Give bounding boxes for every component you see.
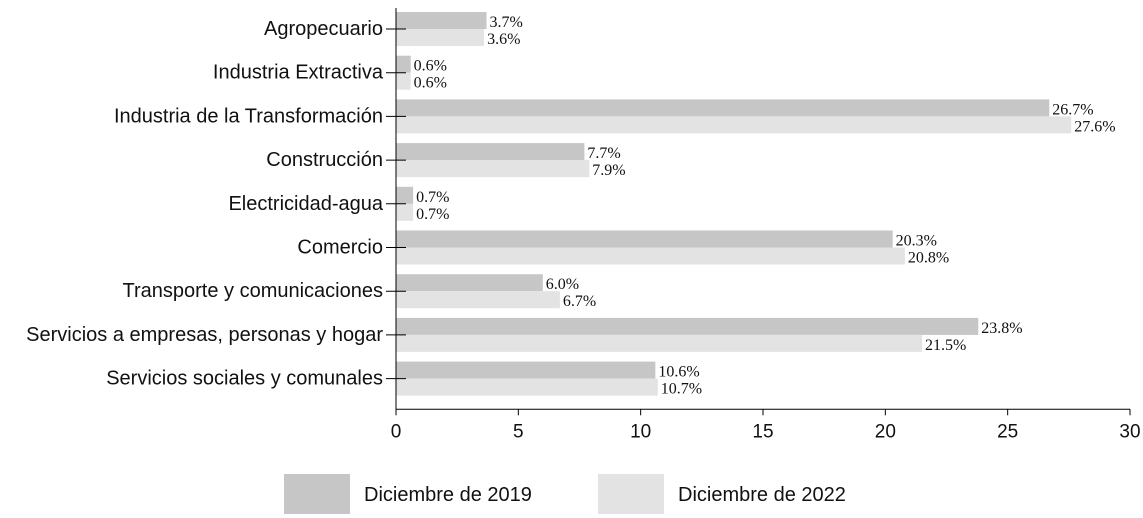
data-label: 0.7% (416, 206, 449, 223)
x-tick-label: 15 (752, 421, 773, 442)
legend: Diciembre de 2019 Diciembre de 2022 (284, 474, 846, 514)
axes-layer: 0 5 10 15 20 25 30 (386, 8, 1141, 442)
data-label: 20.8% (908, 250, 949, 267)
category-label: Agropecuario (264, 18, 383, 40)
bar-2019 (396, 274, 543, 292)
category-label: Servicios sociales y comunales (106, 368, 383, 390)
x-tick-label: 5 (513, 421, 524, 442)
data-label: 23.8% (981, 320, 1022, 337)
bar-2022 (396, 378, 658, 396)
legend-swatch (284, 474, 350, 514)
bar-2019 (396, 230, 893, 248)
bar-2022 (396, 334, 923, 352)
bar-2019 (396, 99, 1050, 117)
bar-2022 (396, 291, 560, 309)
bar-2022 (396, 72, 411, 90)
data-label: 6.0% (546, 276, 579, 293)
bars-layer (396, 12, 1072, 396)
bar-2022 (396, 160, 590, 178)
x-tick-label: 20 (875, 421, 896, 442)
category-label: Construcción (266, 149, 383, 171)
category-label: Industria de la Transformación (114, 105, 383, 127)
data-label: 6.7% (563, 293, 596, 310)
data-label: 26.7% (1052, 101, 1093, 118)
data-label: 0.6% (414, 75, 447, 92)
data-label: 3.7% (490, 14, 523, 31)
category-label: Transporte y comunicaciones (123, 280, 384, 302)
bar-2019 (396, 317, 979, 335)
x-tick-label: 25 (997, 421, 1018, 442)
data-label: 10.7% (661, 381, 702, 398)
legend-label: Diciembre de 2022 (678, 484, 846, 506)
bar-2019 (396, 12, 487, 29)
legend-label: Diciembre de 2019 (364, 484, 532, 506)
data-label: 10.6% (658, 364, 699, 381)
data-label: 7.9% (592, 162, 625, 179)
data-label: 0.6% (414, 58, 447, 75)
category-label: Comercio (297, 237, 383, 259)
legend-swatch (598, 474, 664, 514)
data-label: 21.5% (925, 337, 966, 354)
data-label: 27.6% (1074, 118, 1115, 135)
x-tick-label: 10 (630, 421, 651, 442)
bar-2019 (396, 186, 414, 204)
category-labels-layer: Agropecuario Industria Extractiva Industri… (26, 18, 384, 390)
bar-2022 (396, 116, 1072, 134)
x-tick-label: 0 (391, 421, 402, 442)
category-label: Servicios a empresas, personas y hogar (26, 324, 383, 346)
bar-2019 (396, 55, 411, 73)
category-label: Industria Extractiva (213, 62, 384, 84)
x-tick-label: 30 (1119, 421, 1140, 442)
bar-2022 (396, 203, 414, 221)
bar-2022 (396, 247, 905, 265)
data-label: 0.7% (416, 189, 449, 206)
category-label: Electricidad-agua (228, 193, 383, 215)
bar-2019 (396, 361, 656, 379)
data-label: 7.7% (587, 145, 620, 162)
data-labels-layer: 3.7%3.6% 0.6%0.6% 26.7%27.6% 7.7%7.9% 0.7%0.… (414, 14, 1116, 398)
data-label: 20.3% (896, 233, 937, 250)
data-label: 3.6% (487, 31, 520, 48)
bar-2022 (396, 29, 485, 46)
bar-2019 (396, 143, 585, 161)
